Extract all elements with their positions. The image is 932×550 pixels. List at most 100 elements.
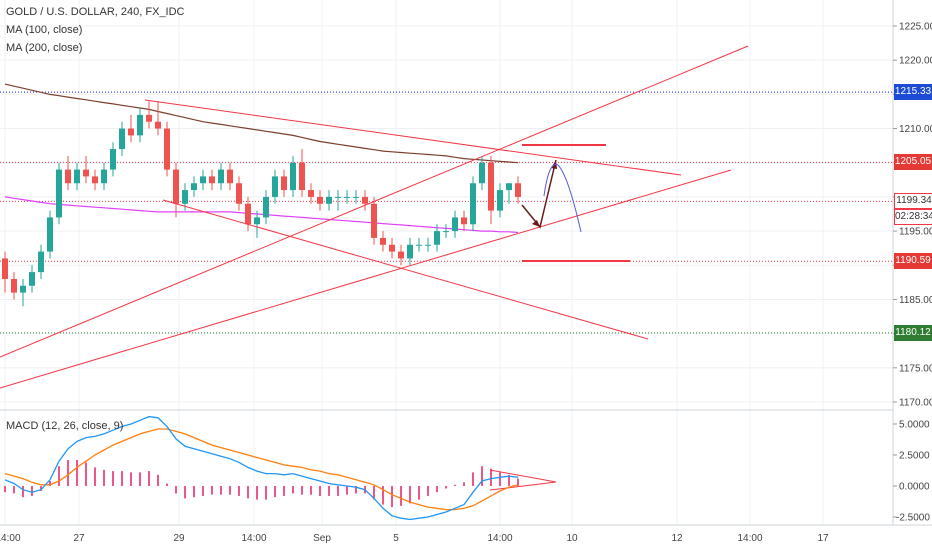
projection-arrow[interactable] (521, 159, 557, 229)
candle[interactable] (74, 162, 80, 191)
candle[interactable] (281, 169, 287, 197)
candle[interactable] (344, 190, 350, 204)
candle[interactable] (470, 176, 476, 232)
candle[interactable] (416, 237, 422, 252)
candle[interactable] (137, 108, 143, 143)
candle[interactable] (164, 121, 170, 177)
candle[interactable] (29, 265, 35, 293)
candle[interactable] (56, 162, 62, 225)
candle[interactable] (308, 183, 314, 204)
candle[interactable] (92, 169, 98, 191)
candle[interactable] (272, 169, 278, 204)
candle[interactable] (236, 176, 242, 211)
macd-tick-label: 0.0000 (899, 482, 930, 493)
candle[interactable] (317, 190, 323, 211)
macd-triangle[interactable] (489, 469, 557, 491)
candle[interactable] (128, 114, 134, 143)
candle[interactable] (218, 162, 224, 191)
candle[interactable] (83, 155, 89, 184)
candle[interactable] (254, 210, 260, 238)
candle[interactable] (155, 101, 161, 136)
ma100-legend[interactable]: MA (100, close) (6, 24, 83, 36)
candle-body (164, 128, 170, 170)
candle[interactable] (371, 196, 377, 245)
candle-body (236, 183, 242, 204)
candle[interactable] (335, 190, 341, 211)
candle[interactable] (110, 142, 116, 177)
price-tag[interactable]: 1190.59 (894, 253, 932, 270)
projection-curve[interactable] (543, 163, 582, 233)
descending-support-line[interactable] (162, 199, 649, 340)
candle[interactable] (407, 237, 413, 266)
candle-body (254, 217, 260, 225)
candle[interactable] (101, 162, 107, 191)
candle-body (101, 169, 107, 184)
candle-body (281, 176, 287, 191)
time-tick-label: Sep (313, 533, 331, 544)
time-axis[interactable]: 14:00 27 29 14:00 Sep 5 14:00 10 12 14:00 17 (0, 533, 829, 544)
candle[interactable] (191, 176, 197, 197)
price-tag[interactable]: 1215.33 (894, 84, 932, 101)
ma200-line[interactable] (4, 196, 519, 234)
candle-body (119, 128, 125, 150)
drawings[interactable] (0, 45, 749, 491)
candle[interactable] (11, 272, 17, 300)
candle[interactable] (497, 183, 503, 218)
candle[interactable] (173, 162, 179, 218)
ma200-legend[interactable]: MA (200, close) (6, 42, 83, 54)
signal-line[interactable] (4, 428, 519, 511)
macd-axis[interactable]: 5.0000 2.5000 0.0000 -2.5000 (893, 420, 930, 524)
candle[interactable] (65, 155, 71, 191)
candle[interactable] (380, 231, 386, 252)
price-tag[interactable]: 02:28:34 (894, 209, 932, 226)
candle[interactable] (245, 196, 251, 232)
candle-body (227, 169, 233, 184)
candle[interactable] (443, 224, 449, 238)
price-tag[interactable]: 1180.12 (894, 324, 932, 341)
symbol-title[interactable]: GOLD / U.S. DOLLAR, 240, FX_IDC (6, 6, 185, 18)
candle[interactable] (425, 237, 431, 252)
candle-body (344, 196, 350, 198)
candle[interactable] (146, 101, 152, 129)
candle[interactable] (326, 190, 332, 211)
macd-line[interactable] (4, 415, 519, 521)
candle[interactable] (461, 210, 467, 232)
candle[interactable] (119, 121, 125, 156)
ma100-line[interactable] (4, 83, 519, 164)
candle[interactable] (263, 190, 269, 225)
candle[interactable] (515, 176, 521, 204)
macd-legend[interactable]: MACD (12, 26, close, 9) (6, 420, 124, 432)
candle-body (416, 244, 422, 246)
candle-body (110, 149, 116, 170)
candle-body (74, 169, 80, 184)
candle[interactable] (2, 251, 8, 293)
channel-upper-line[interactable] (0, 45, 749, 358)
candle[interactable] (227, 162, 233, 191)
price-tag[interactable]: 1199.34 (894, 193, 932, 210)
candle[interactable] (47, 210, 53, 259)
candle[interactable] (452, 210, 458, 238)
candle-body (263, 196, 269, 218)
candle[interactable] (506, 183, 512, 204)
channel-lower-line[interactable] (0, 169, 732, 389)
arrow-head-1 (532, 220, 540, 227)
candle[interactable] (362, 190, 368, 211)
candle[interactable] (299, 149, 305, 197)
candle-body (515, 183, 521, 197)
candle[interactable] (200, 169, 206, 191)
candle[interactable] (479, 155, 485, 191)
candle[interactable] (20, 278, 26, 307)
candle[interactable] (353, 190, 359, 204)
candle-body (290, 162, 296, 191)
candle[interactable] (38, 244, 44, 279)
candle[interactable] (290, 155, 296, 197)
candle[interactable] (389, 237, 395, 259)
candle[interactable] (209, 169, 215, 191)
candle[interactable] (488, 155, 494, 225)
candle[interactable] (398, 244, 404, 266)
candle[interactable] (434, 224, 440, 252)
price-tag[interactable]: 1205.05 (894, 154, 932, 171)
descending-resistance-line[interactable] (144, 99, 682, 176)
candle-body (506, 183, 512, 191)
